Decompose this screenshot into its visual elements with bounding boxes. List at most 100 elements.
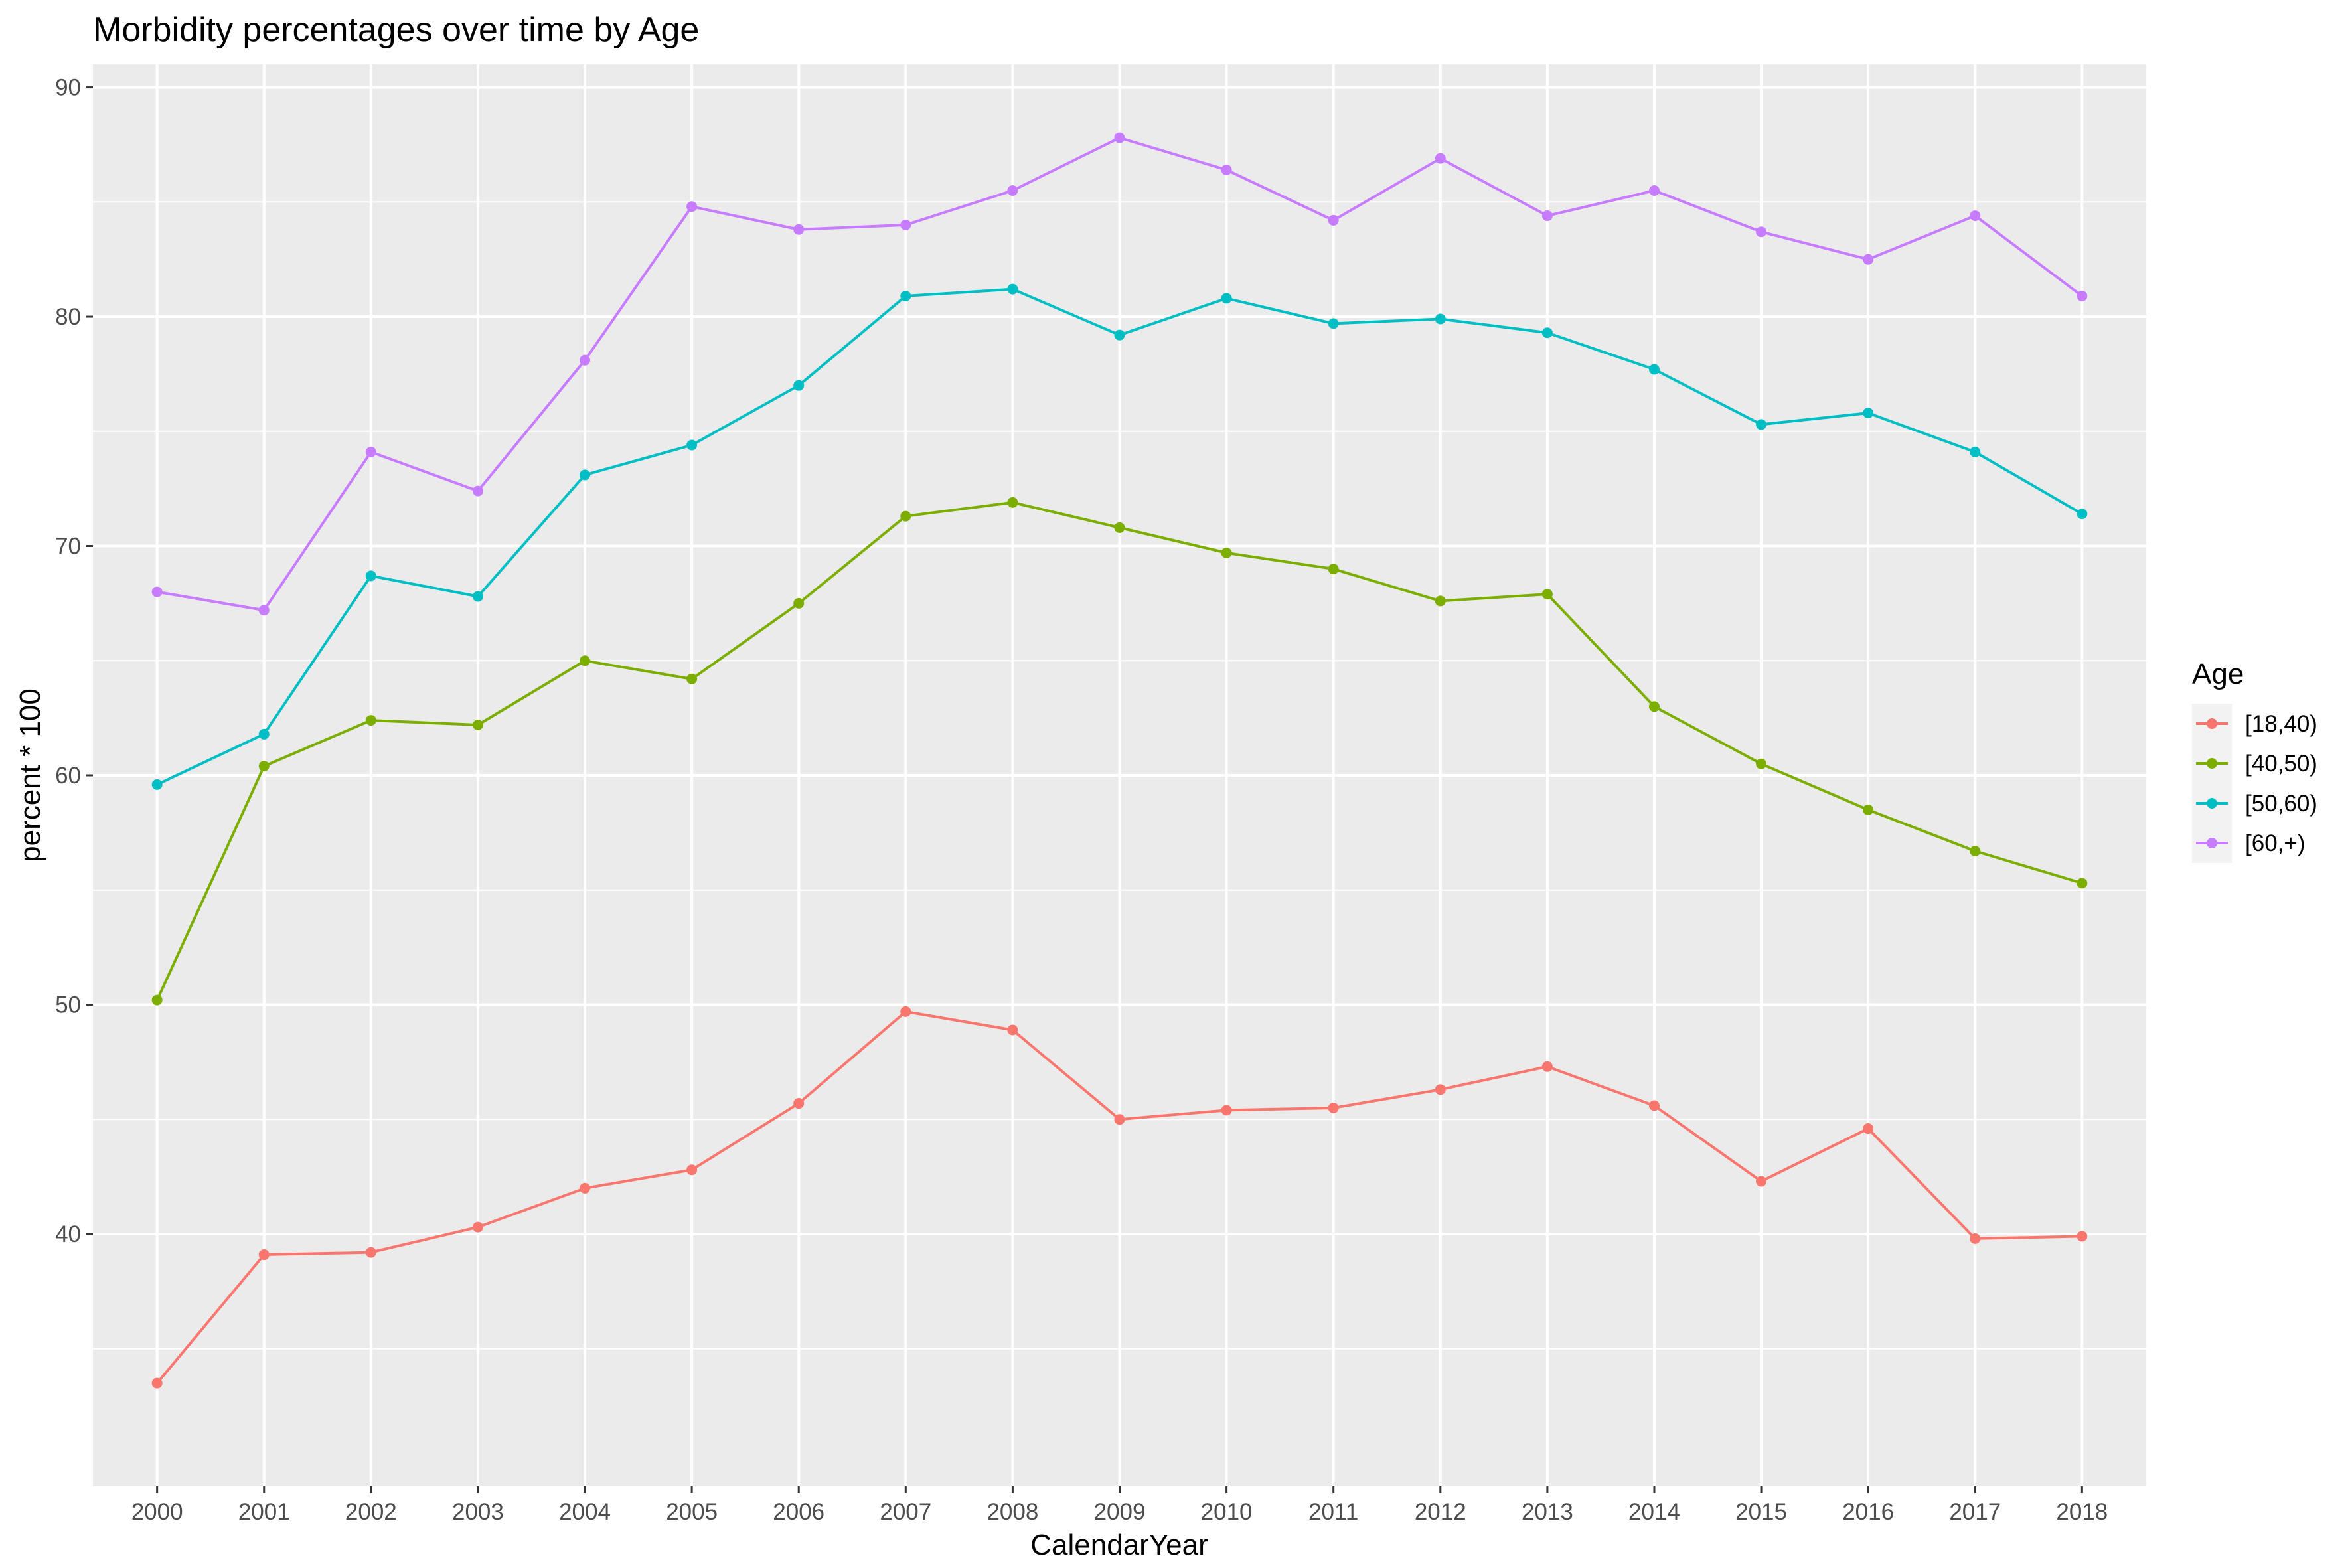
y-axis: 40 50 60 70 80 90 — [55, 75, 93, 1247]
data-point — [1221, 547, 1232, 558]
data-point — [2077, 290, 2088, 301]
data-point — [793, 380, 805, 391]
legend: Age [18,40) [40,50) [50,60) [60,+) — [2192, 658, 2317, 863]
data-point — [365, 446, 376, 457]
x-tick-label: 2004 — [559, 1499, 611, 1525]
data-point — [580, 469, 591, 481]
data-point — [1221, 1105, 1232, 1116]
data-point — [580, 1182, 591, 1194]
data-point — [1328, 564, 1339, 575]
x-tick-label: 2015 — [1735, 1499, 1787, 1525]
x-tick-label: 2006 — [773, 1499, 824, 1525]
data-point — [1863, 804, 1874, 815]
x-tick-label: 2009 — [1094, 1499, 1146, 1525]
data-point — [580, 354, 591, 366]
x-tick-label: 2008 — [986, 1499, 1038, 1525]
data-point — [1541, 589, 1553, 600]
data-point — [686, 1164, 698, 1176]
data-point — [2077, 509, 2088, 520]
x-tick-label: 2013 — [1522, 1499, 1573, 1525]
data-point — [151, 586, 163, 597]
data-point — [1756, 758, 1767, 769]
x-tick-label: 2007 — [880, 1499, 931, 1525]
legend-label: [40,50) — [2245, 751, 2317, 777]
data-point — [1435, 153, 1446, 164]
x-axis-title: CalendarYear — [1030, 1529, 1208, 1561]
data-point — [900, 510, 911, 522]
data-point — [1863, 408, 1874, 419]
data-point — [258, 728, 270, 740]
data-point — [900, 290, 911, 301]
data-point — [1756, 226, 1767, 238]
data-point — [365, 570, 376, 582]
data-point — [1114, 1114, 1125, 1125]
data-point — [580, 655, 591, 666]
y-tick-label: 90 — [55, 75, 81, 101]
data-point — [258, 605, 270, 616]
data-point — [1541, 210, 1553, 222]
legend-key-point — [2207, 798, 2217, 809]
grid-major — [93, 64, 2146, 1486]
legend-label: [60,+) — [2245, 830, 2305, 856]
data-point — [1435, 313, 1446, 325]
data-point — [1648, 1100, 1660, 1111]
data-point — [1970, 210, 1981, 222]
series-points — [151, 132, 2088, 1389]
data-point — [1328, 1102, 1339, 1113]
legend-label: [50,60) — [2245, 791, 2317, 817]
data-point — [1863, 254, 1874, 265]
data-point — [472, 1221, 483, 1233]
data-point — [1007, 497, 1018, 508]
data-point — [258, 761, 270, 772]
data-point — [258, 1249, 270, 1261]
x-tick-label: 2002 — [345, 1499, 397, 1525]
x-tick-label: 2012 — [1415, 1499, 1466, 1525]
data-point — [1970, 446, 1981, 457]
data-point — [793, 597, 805, 609]
x-tick-label: 2005 — [666, 1499, 718, 1525]
data-point — [2077, 1231, 2088, 1242]
data-point — [1328, 318, 1339, 329]
y-tick-label: 40 — [55, 1221, 81, 1247]
data-point — [365, 1247, 376, 1258]
y-tick-label: 80 — [55, 304, 81, 330]
data-point — [1863, 1123, 1874, 1135]
data-point — [686, 201, 698, 212]
data-point — [151, 1377, 163, 1389]
data-point — [1648, 364, 1660, 375]
data-point — [686, 439, 698, 451]
data-point — [472, 719, 483, 730]
data-point — [1328, 214, 1339, 226]
data-point — [1648, 701, 1660, 712]
data-point — [793, 224, 805, 235]
data-point — [1114, 522, 1125, 533]
data-point — [1541, 327, 1553, 339]
x-tick-label: 2010 — [1201, 1499, 1253, 1525]
x-tick-label: 2000 — [131, 1499, 183, 1525]
x-tick-label: 2014 — [1628, 1499, 1680, 1525]
data-point — [1007, 1024, 1018, 1036]
legend-key-point — [2207, 718, 2217, 729]
data-point — [793, 1098, 805, 1109]
data-point — [1970, 846, 1981, 857]
data-point — [1221, 164, 1232, 175]
x-tick-label: 2016 — [1842, 1499, 1894, 1525]
y-axis-title: percent * 100 — [14, 688, 46, 862]
data-point — [1435, 1084, 1446, 1095]
data-point — [1541, 1061, 1553, 1072]
data-point — [900, 219, 911, 230]
x-tick-label: 2001 — [238, 1499, 290, 1525]
x-tick-label: 2018 — [2056, 1499, 2108, 1525]
legend-label: [18,40) — [2245, 711, 2317, 737]
data-point — [1970, 1233, 1981, 1244]
data-point — [365, 715, 376, 726]
x-tick-label: 2011 — [1308, 1499, 1358, 1525]
data-point — [1648, 185, 1660, 196]
data-point — [1221, 293, 1232, 304]
x-tick-label: 2017 — [1949, 1499, 2001, 1525]
data-point — [1114, 132, 1125, 143]
data-point — [472, 485, 483, 497]
y-tick-label: 70 — [55, 534, 81, 560]
data-point — [900, 1006, 911, 1017]
